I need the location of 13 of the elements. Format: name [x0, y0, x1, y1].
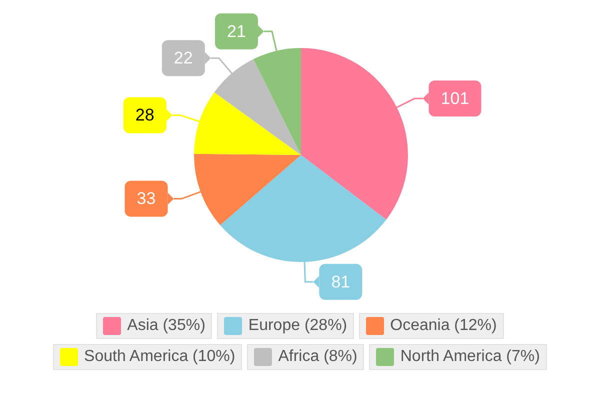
- data-label: 21: [227, 22, 246, 41]
- legend-label: Africa (8%): [278, 347, 358, 367]
- data-label: 22: [174, 48, 193, 68]
- pie-slice: [214, 59, 301, 155]
- data-label: 33: [136, 189, 156, 208]
- legend-label: South America (10%): [84, 347, 236, 367]
- legend-label: North America (7%): [400, 347, 540, 367]
- data-label: 101: [440, 88, 470, 108]
- legend-label: Oceania (12%): [390, 316, 497, 336]
- legend-label: Asia (35%): [127, 316, 206, 336]
- data-label: 28: [135, 106, 154, 125]
- legend-label: Europe (28%): [248, 316, 348, 336]
- data-label: 81: [331, 272, 350, 292]
